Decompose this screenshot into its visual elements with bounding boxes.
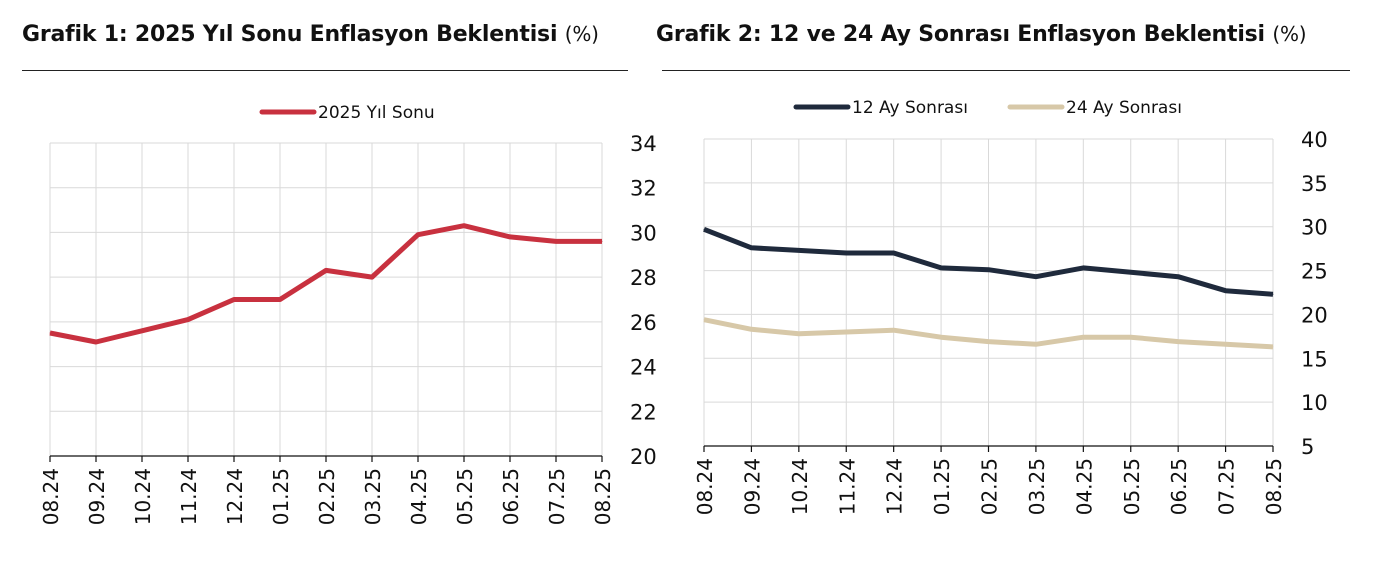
data-point — [1177, 341, 1179, 343]
y-tick-label: 35 — [1301, 172, 1328, 196]
x-tick-label: 06.25 — [1167, 458, 1191, 515]
x-tick-label: 04.25 — [407, 468, 431, 525]
x-tick-label: 01.25 — [930, 458, 954, 515]
x-tick-label: 10.24 — [131, 468, 155, 525]
data-point — [141, 330, 143, 332]
chart-title-1: Grafik 1: 2025 Yıl Sonu Enflasyon Beklen… — [22, 22, 599, 47]
data-point — [601, 240, 603, 242]
x-tick-label: 11.24 — [835, 458, 859, 515]
data-point — [1082, 267, 1084, 269]
x-tick-label: 03.25 — [1025, 458, 1049, 515]
y-tick-label: 26 — [630, 311, 657, 335]
data-point — [988, 269, 989, 271]
x-tick-label: 09.24 — [740, 458, 764, 515]
y-tick-label: 10 — [1301, 391, 1328, 415]
x-tick-label: 07.25 — [545, 468, 569, 525]
x-tick-label: 08.25 — [591, 468, 615, 525]
data-point — [845, 331, 847, 333]
data-point — [988, 341, 989, 343]
x-tick-label: 05.25 — [453, 468, 477, 525]
data-point — [95, 341, 97, 343]
chart-title-2: Grafik 2: 12 ve 24 Ay Sonrası Enflasyon … — [656, 22, 1307, 47]
x-tick-label: 07.25 — [1215, 458, 1239, 515]
data-point — [1035, 343, 1037, 345]
data-point — [1177, 276, 1179, 278]
x-tick-label: 08.24 — [39, 468, 63, 525]
chart-panel-1: Grafik 1: 2025 Yıl Sonu Enflasyon Beklen… — [0, 0, 657, 562]
data-point — [703, 228, 705, 230]
legend-label-2: 24 Ay Sonrası — [1066, 98, 1182, 118]
legend-label-1: 12 Ay Sonrası — [852, 98, 968, 118]
data-point — [893, 329, 895, 331]
x-tick-label: 05.25 — [1120, 458, 1144, 515]
data-point — [1130, 336, 1132, 338]
chart-plot-1: 20 22 24 26 28 30 32 34 08.24 09.24 10.24 11.24 12.2… — [39, 103, 657, 525]
data-point — [940, 336, 942, 338]
y-tick-label: 24 — [630, 356, 657, 380]
data-point — [1272, 346, 1274, 348]
x-tick-label: 08.24 — [693, 458, 717, 515]
y-tick-label: 25 — [1301, 260, 1328, 284]
x-tick-label: 08.25 — [1262, 458, 1286, 515]
x-tick-label: 06.25 — [499, 468, 523, 525]
data-point — [325, 269, 327, 271]
data-point — [703, 319, 705, 321]
title-rule-2 — [662, 70, 1350, 71]
y-tick-label: 30 — [630, 221, 657, 245]
data-point — [750, 328, 752, 330]
data-point — [1272, 293, 1274, 295]
data-point — [798, 249, 800, 251]
y-tick-label: 15 — [1301, 347, 1328, 371]
data-point — [417, 234, 419, 236]
data-point — [1035, 276, 1037, 278]
chart-panel-2: Grafik 2: 12 ve 24 Ay Sonrası Enflasyon … — [650, 0, 1388, 562]
x-tick-label: 11.24 — [177, 468, 201, 525]
data-point — [1130, 271, 1132, 273]
y-tick-label: 30 — [1301, 216, 1328, 240]
y-tick-label: 5 — [1301, 435, 1314, 459]
y-tick-label: 20 — [1301, 303, 1328, 327]
data-point — [940, 267, 942, 269]
x-tick-label: 12.24 — [883, 458, 907, 515]
x-tick-label: 12.24 — [223, 468, 247, 525]
x-tick-label: 02.25 — [315, 468, 339, 525]
data-point — [187, 319, 189, 321]
data-point — [845, 252, 847, 254]
data-point — [49, 332, 51, 334]
legend-label-1: 2025 Yıl Sonu — [318, 103, 435, 123]
x-tick-label: 03.25 — [361, 468, 385, 525]
data-point — [509, 236, 511, 238]
data-point — [555, 240, 557, 242]
x-tick-label: 01.25 — [269, 468, 293, 525]
data-point — [893, 252, 895, 254]
y-tick-label: 28 — [630, 266, 657, 290]
data-point — [463, 225, 465, 227]
data-point — [371, 276, 373, 278]
x-tick-label: 09.24 — [85, 468, 109, 525]
x-tick-label: 02.25 — [978, 458, 1002, 515]
data-point — [798, 333, 800, 335]
y-tick-label: 22 — [630, 400, 657, 424]
title-rule-1 — [22, 70, 628, 71]
x-tick-label: 04.25 — [1072, 458, 1096, 515]
data-point — [1225, 343, 1227, 345]
data-point — [1082, 336, 1084, 338]
data-point — [279, 299, 281, 300]
y-tick-label: 40 — [1301, 128, 1328, 152]
chart-plot-2: 5 10 15 20 25 30 35 40 08.24 09.24 10.24 11.24 12.24… — [693, 98, 1328, 515]
y-tick-label: 20 — [630, 445, 657, 469]
y-tick-label: 32 — [630, 177, 657, 201]
y-tick-label: 34 — [630, 132, 657, 156]
data-point — [750, 247, 752, 249]
x-tick-label: 10.24 — [788, 458, 812, 515]
data-point — [1225, 290, 1227, 292]
data-point — [233, 299, 235, 300]
